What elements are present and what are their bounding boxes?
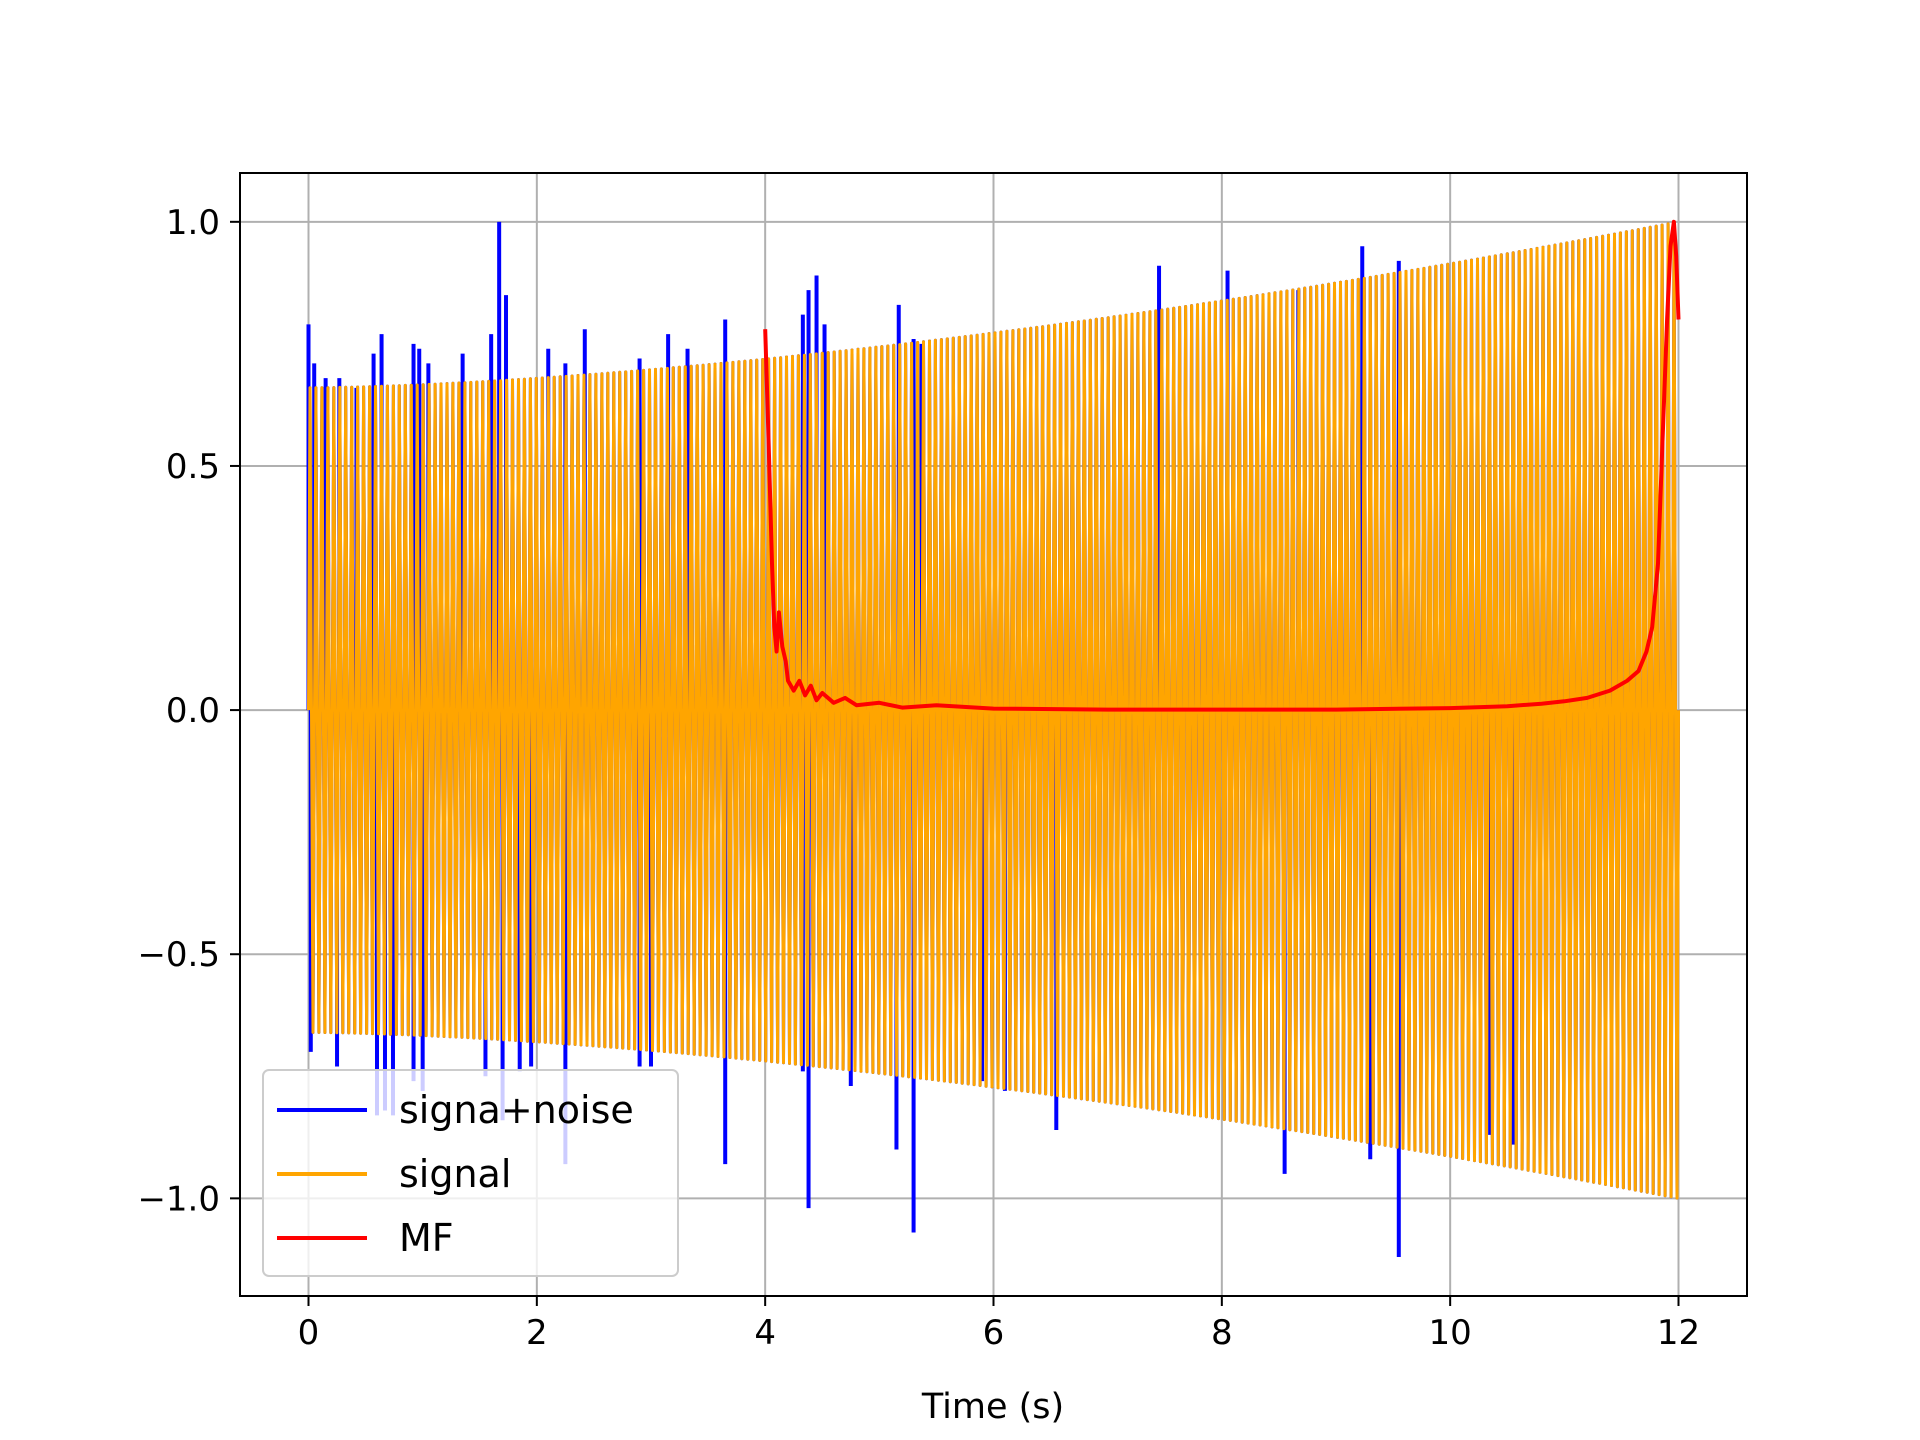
legend-box xyxy=(262,1069,679,1277)
x-tick-label: 6 xyxy=(983,1313,1005,1353)
y-tick-label: −1.0 xyxy=(137,1179,220,1219)
x-tick-label: 0 xyxy=(298,1313,320,1353)
ticks: 0 2 4 6 8 10 12 −1.0 −0.5 0.0 0.5 1.0 xyxy=(137,203,1700,1353)
legend-label: signa+noise xyxy=(399,1088,634,1132)
x-tick-label: 2 xyxy=(526,1313,548,1353)
y-tick-label: 0.0 xyxy=(166,691,220,731)
x-tick-label: 10 xyxy=(1429,1313,1472,1353)
x-tick-label: 4 xyxy=(754,1313,776,1353)
series-2-line xyxy=(763,219,1681,712)
legend-label: signal xyxy=(399,1152,511,1196)
y-tick-label: 0.5 xyxy=(166,447,220,487)
x-axis-label: Time (s) xyxy=(921,1387,1064,1427)
x-tick-label: 8 xyxy=(1211,1313,1233,1353)
y-tick-label: 1.0 xyxy=(166,203,220,243)
x-tick-label: 12 xyxy=(1657,1313,1700,1353)
legend-label: MF xyxy=(399,1216,454,1260)
series-layer xyxy=(306,219,1681,1257)
legend: signa+noise signal MF xyxy=(262,1069,679,1277)
y-tick-label: −0.5 xyxy=(137,935,220,975)
